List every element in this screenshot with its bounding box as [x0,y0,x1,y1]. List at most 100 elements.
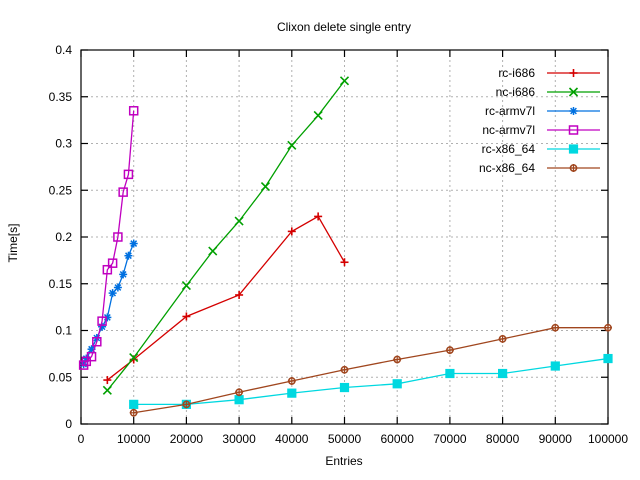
data-point-marker [118,187,128,197]
legend-item-nc-x86_64[interactable]: nc-x86_64 [479,161,600,175]
data-point-marker [568,87,579,97]
data-point-marker [182,400,191,409]
data-point-marker [550,361,560,371]
plot-border [80,49,609,425]
legend-label: nc-x86_64 [479,161,535,175]
legend: rc-i686 nc-i686 rc-armv7l nc-armv7l rc-x86_6… [479,66,600,175]
legend-label: rc-armv7l [485,104,535,118]
data-point-marker [569,69,578,77]
data-point-marker [569,164,578,172]
x-tick-label: 80000 [486,432,520,446]
series-line [133,357,609,406]
data-point-marker [92,336,102,347]
legend-item-nc-i686[interactable]: nc-i686 [496,85,600,99]
data-point-marker [113,232,123,242]
data-point-marker [113,283,122,292]
data-point-marker [551,323,560,332]
x-tick-labels: 0 10000 20000 30000 40000 50000 60000 70000 8000… [78,432,629,446]
data-point-marker [339,382,350,393]
y-tick-label: 0 [65,417,72,431]
series-nc-i686 [102,76,350,395]
x-tick-label: 90000 [539,432,573,446]
series-line [133,327,608,414]
data-point-marker [568,144,579,154]
data-point-marker [129,353,139,363]
data-point-marker [129,239,138,248]
data-point-marker [287,227,296,236]
data-point-marker [102,264,113,275]
legend-item-rc-armv7l[interactable]: rc-armv7l [485,104,600,118]
data-point-marker [260,181,271,192]
data-point-marker [86,351,97,362]
data-point-marker [604,323,612,332]
x-tick-label: 40000 [275,432,309,446]
x-tick-label: 20000 [170,432,204,446]
data-point-marker [340,258,349,267]
series-rc-x86_64 [129,353,613,409]
data-point-marker [234,216,244,226]
legend-label: nc-armv7l [482,123,535,137]
y-tick-label: 0.25 [49,183,73,197]
data-point-marker [235,388,244,397]
data-point-marker [340,365,349,374]
legend-item-nc-armv7l[interactable]: nc-armv7l [482,123,600,137]
data-point-marker [123,169,134,180]
data-point-marker [445,346,454,355]
data-point-marker [234,395,244,405]
series-nc-armv7l [78,106,139,370]
legend-label: rc-x86_64 [482,142,536,156]
data-point-marker [339,76,350,86]
data-point-marker [107,258,118,268]
data-point-marker [287,388,297,398]
legend-item-rc-i686[interactable]: rc-i686 [498,66,600,80]
data-point-marker [235,290,244,299]
data-point-marker [103,376,112,385]
legend-item-rc-x86_64[interactable]: rc-x86_64 [482,142,600,156]
legend-label: rc-i686 [498,66,535,80]
data-point-marker [498,368,508,379]
data-point-marker [124,251,133,260]
y-axis-label: Time[s] [6,224,20,263]
y-tick-labels: 0 0.05 0.1 0.15 0.2 0.25 0.3 0.35 0.4 [49,43,73,431]
x-tick-label: 60000 [381,432,415,446]
data-point-marker [119,270,128,279]
series-line [106,80,346,391]
data-point-marker [181,281,191,291]
data-point-marker [314,212,323,221]
y-tick-label: 0.2 [55,230,72,244]
y-tick-label: 0.35 [49,90,73,104]
data-point-marker [129,399,139,409]
x-tick-label: 70000 [433,432,467,446]
data-point-marker [498,334,507,343]
y-tick-label: 0.15 [49,277,73,291]
series-line [106,215,346,381]
data-point-marker [102,385,112,395]
y-tick-label: 0.4 [55,43,72,57]
x-tick-label: 30000 [222,432,256,446]
data-point-marker [393,355,402,364]
data-point-marker [129,408,138,417]
data-series [78,76,613,417]
data-point-marker [128,106,139,116]
x-axis-label: Entries [325,454,362,468]
data-point-marker [445,368,455,379]
series-rc-i686 [103,212,349,385]
data-point-marker [313,110,323,121]
x-tick-label: 100000 [588,432,628,446]
x-tick-label: 50000 [328,432,362,446]
data-point-marker [287,376,296,385]
data-point-marker [287,140,297,150]
y-tick-label: 0.1 [55,324,72,338]
data-point-marker [97,316,107,326]
series-line [83,110,135,366]
data-point-marker [568,125,579,135]
data-point-marker [108,289,117,298]
chart-title: Clixon delete single entry [277,20,411,34]
legend-label: nc-i686 [496,85,536,99]
data-point-marker [569,107,578,115]
y-tick-label: 0.3 [55,137,72,151]
x-tick-label: 10000 [117,432,151,446]
y-tick-label: 0.05 [49,370,73,384]
